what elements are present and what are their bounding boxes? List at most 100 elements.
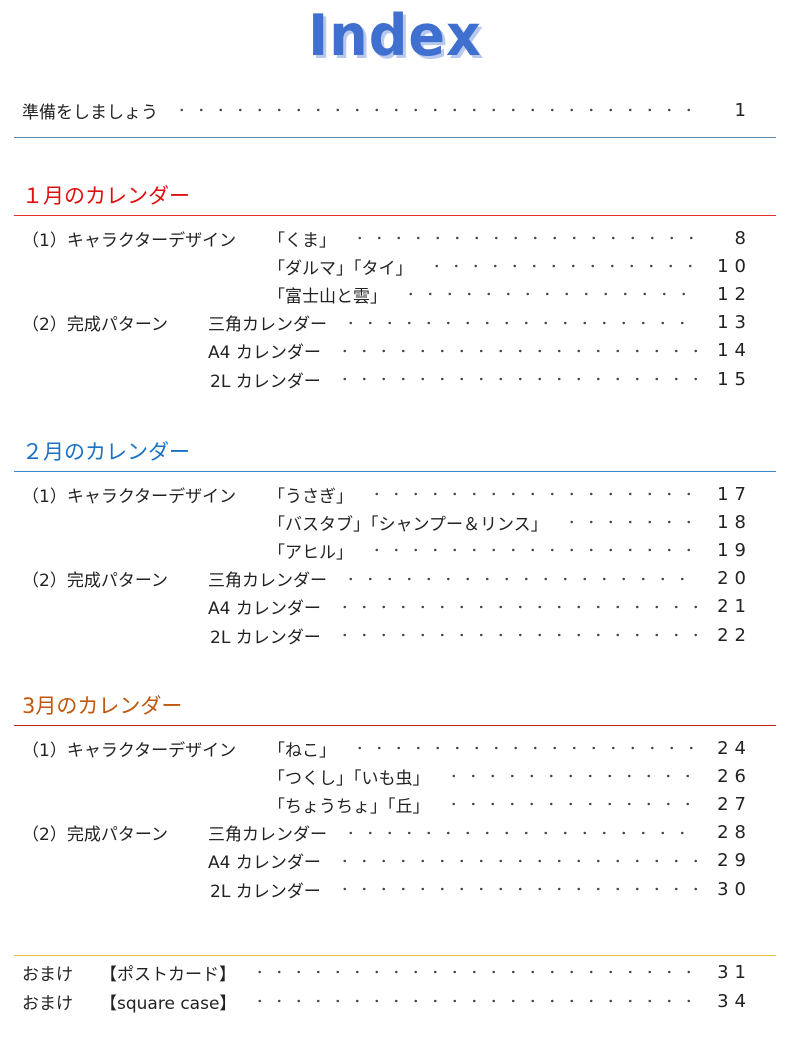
entry-body: 2L カレンダー 15 (210, 367, 760, 392)
entry-body: 「バスタブ」「シャンプー＆リンス」 18 (268, 510, 760, 535)
entry-prefix: （1）キャラクターデザイン (22, 230, 237, 251)
dot-leader (401, 292, 698, 297)
dot-leader (426, 264, 698, 269)
toc-entry: おまけ 【ポストカード】 31 (0, 959, 760, 985)
entry-label: 「アヒル」 (268, 542, 353, 563)
entry-label: 「バスタブ」「シャンプー＆リンス」 (268, 514, 548, 535)
page-number: 26 (717, 765, 752, 787)
entry-body: 三角カレンダー 20 (208, 566, 760, 591)
dot-leader (334, 348, 698, 353)
toc-entry: （1）キャラクターデザイン 「ねこ」 24 (0, 735, 760, 761)
dot-leader (443, 802, 698, 807)
page-number: 14 (717, 340, 752, 362)
entry-prefix: （2）完成パターン (22, 571, 168, 592)
entry-label: 三角カレンダー (208, 315, 327, 336)
dot-leader (250, 970, 698, 974)
entry-body: 【square case】 34 (100, 989, 760, 1014)
section-heading: 3月のカレンダー (22, 694, 183, 718)
dot-leader (172, 108, 698, 112)
toc-entry: 「アヒル」 19 (0, 537, 760, 563)
entry-label: 2L カレンダー (210, 627, 321, 648)
entry-prefix: おまけ (22, 993, 73, 1014)
page-number: 1 (734, 99, 752, 121)
entry-body: 「うさぎ」 17 (268, 482, 760, 507)
entry-body: 準備をしましょう 1 (22, 98, 760, 123)
page-number: 27 (717, 793, 752, 815)
divider (14, 955, 776, 956)
page-number: 20 (717, 568, 752, 590)
entry-label: A4 カレンダー (208, 343, 321, 364)
index-title: Index (308, 2, 482, 69)
toc-entry: A4 カレンダー 21 (0, 594, 760, 620)
toc-entry: （2）完成パターン 三角カレンダー 20 (0, 566, 760, 592)
section-heading: ２月のカレンダー (22, 440, 190, 464)
dot-leader (334, 633, 698, 637)
entry-label: 2L カレンダー (210, 371, 321, 392)
toc-entry: （1）キャラクターデザイン 「くま」 8 (0, 225, 760, 251)
page-number: 22 (717, 624, 752, 646)
entry-body: 「アヒル」 19 (268, 538, 760, 563)
entry-body: 2L カレンダー 30 (210, 877, 760, 902)
entry-body: 2L カレンダー 22 (210, 623, 760, 648)
dot-leader (334, 604, 698, 609)
toc-entry: 「ちょうちょ」「丘」 27 (0, 791, 760, 817)
entry-prefix: （1）キャラクターデザイン (22, 740, 237, 761)
entry-body: 三角カレンダー 13 (208, 310, 760, 335)
entry-label: 2L カレンダー (210, 881, 321, 902)
entry-body: A4 カレンダー 21 (208, 594, 760, 619)
section-heading: １月のカレンダー (22, 184, 190, 208)
entry-body: 「富士山と雲」 12 (268, 282, 760, 307)
entry-label: 「うさぎ」 (268, 486, 353, 507)
entry-body: A4 カレンダー 29 (208, 848, 760, 873)
dot-leader (341, 830, 698, 835)
divider (14, 137, 776, 138)
entry-label: 「ちょうちょ」「丘」 (268, 796, 430, 817)
toc-entry: A4 カレンダー 29 (0, 848, 760, 874)
entry-prefix: （2）完成パターン (22, 825, 168, 846)
entry-label: 「つくし」「いも虫」 (268, 768, 430, 789)
dot-leader (561, 520, 698, 525)
toc-entry: A4 カレンダー 14 (0, 338, 760, 364)
toc-entry: 2L カレンダー 15 (0, 366, 760, 392)
entry-label: A4 カレンダー (208, 853, 321, 874)
section-rule (14, 725, 776, 726)
toc-entry: （1）キャラクターデザイン 「うさぎ」 17 (0, 481, 760, 507)
dot-leader (341, 576, 698, 581)
page-number: 34 (717, 990, 752, 1012)
page-number: 24 (717, 737, 752, 759)
page-number: 19 (717, 539, 752, 561)
entry-label: 「富士山と雲」 (268, 286, 387, 307)
toc-entry: （2）完成パターン 三角カレンダー 13 (0, 310, 760, 336)
entry-label: 【ポストカード】 (100, 964, 236, 985)
entry-body: 三角カレンダー 28 (208, 820, 760, 845)
toc-entry: おまけ 【square case】 34 (0, 988, 760, 1014)
entry-prefix: （2）完成パターン (22, 315, 168, 336)
entry-body: 【ポストカード】 31 (100, 960, 760, 985)
entry-label: 「ダルマ」「タイ」 (268, 258, 413, 279)
page-number: 13 (717, 312, 752, 334)
dot-leader (341, 320, 698, 325)
section-rule (14, 215, 776, 216)
page-number: 30 (717, 878, 752, 900)
entry-body: 「つくし」「いも虫」 26 (268, 764, 760, 789)
page-number: 15 (717, 368, 752, 390)
dot-leader (367, 492, 698, 496)
page-number: 18 (717, 511, 752, 533)
page-number: 31 (717, 961, 752, 983)
entry-label: 三角カレンダー (208, 825, 327, 846)
toc-entry: 「ダルマ」「タイ」 10 (0, 253, 760, 279)
toc-entry: 2L カレンダー 22 (0, 622, 760, 648)
entry-label: 三角カレンダー (208, 571, 327, 592)
toc-entry: 「富士山と雲」 12 (0, 281, 760, 307)
entry-label: 【square case】 (100, 993, 237, 1014)
toc-entry: 「つくし」「いも虫」 26 (0, 763, 760, 789)
entry-prefix: おまけ (22, 964, 73, 985)
entry-body: 「ねこ」 24 (268, 736, 760, 761)
page-number: 28 (717, 822, 752, 844)
dot-leader (334, 858, 698, 863)
page-number: 12 (717, 283, 752, 305)
page-number: 8 (734, 227, 752, 249)
dot-leader (367, 548, 698, 553)
entry-body: 「ちょうちょ」「丘」 27 (268, 792, 760, 817)
